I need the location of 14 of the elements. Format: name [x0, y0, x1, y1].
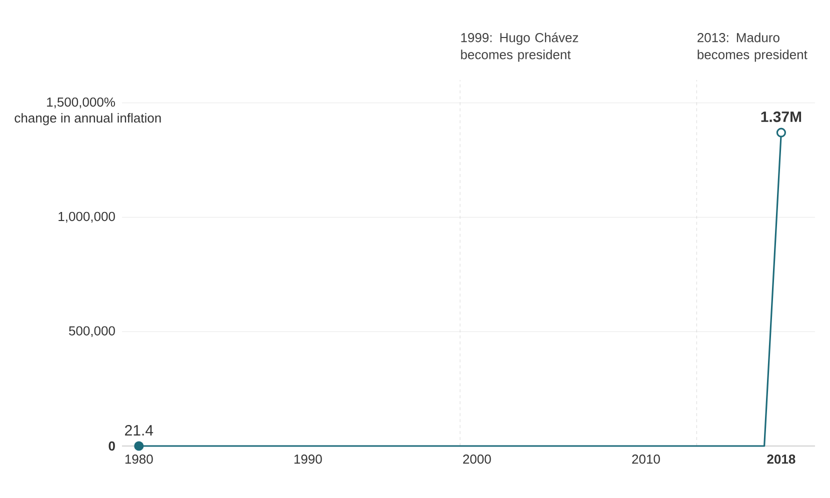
y-tick-label: 0	[108, 441, 115, 451]
ref-line-label: 1999: Hugo Chávez becomes president	[461, 32, 578, 62]
data-label: 21.4	[125, 424, 154, 436]
y-tick-label: 1,500,000%	[47, 98, 115, 108]
ref-line-label: 2013: Maduro becomes president	[698, 32, 808, 62]
y-tick-label: 500,000	[68, 326, 115, 337]
x-tick-label: 2010	[632, 454, 660, 464]
x-tick-label: 1990	[294, 454, 322, 464]
x-tick-label: 2000	[463, 454, 491, 464]
x-tick-label: 2018	[767, 454, 796, 464]
data-label: 1.37M	[761, 111, 802, 122]
x-tick-label: 1980	[125, 454, 153, 464]
y-axis-title: change in annual inflation	[14, 113, 161, 126]
y-tick-label: 1,000,000	[58, 212, 115, 223]
